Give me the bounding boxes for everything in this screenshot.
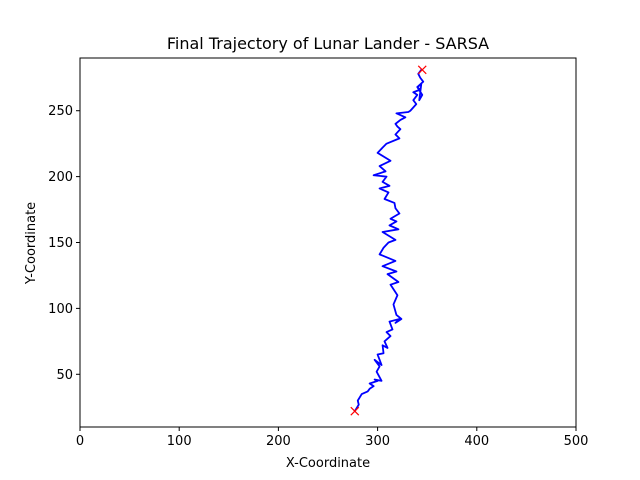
- marker-layer: [350, 65, 427, 416]
- y-tick-label: 200: [48, 170, 73, 185]
- start-marker: [350, 406, 360, 416]
- x-tick-label: 500: [564, 434, 589, 449]
- end-marker: [417, 65, 427, 75]
- y-axis-ticks: 50 100 150 200 250: [48, 104, 80, 383]
- y-tick-label: 250: [48, 104, 73, 119]
- x-tick-label: 0: [76, 434, 84, 449]
- series-layer: [353, 68, 425, 413]
- plot-area: [79, 57, 577, 428]
- plot-background: [80, 58, 576, 427]
- x-axis-label: X-Coordinate: [286, 456, 370, 471]
- x-tick-label: 200: [266, 434, 291, 449]
- y-tick-label: 50: [56, 368, 73, 383]
- chart-title: Final Trajectory of Lunar Lander - SARSA: [167, 34, 489, 53]
- y-tick-label: 150: [48, 236, 73, 251]
- x-axis-ticks: 0 100 200 300 400 500: [76, 427, 589, 449]
- x-tick-label: 100: [167, 434, 192, 449]
- y-tick-label: 100: [48, 302, 73, 317]
- x-tick-label: 300: [365, 434, 390, 449]
- y-axis-label: Y-Coordinate: [24, 202, 39, 285]
- trajectory-line: [353, 68, 425, 413]
- x-tick-label: 400: [464, 434, 489, 449]
